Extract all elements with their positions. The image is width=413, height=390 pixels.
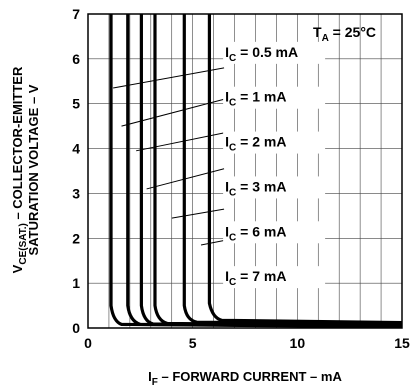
series-label-rest: = 6 mA <box>236 223 286 239</box>
series-label: IC = 7 mA <box>225 268 286 288</box>
y-tick-label: 4 <box>72 141 80 157</box>
y-tick-label: 6 <box>72 51 80 67</box>
series-label-main: I <box>225 223 229 239</box>
condition-label: TA = 25°C <box>313 24 376 44</box>
y-tick-label: 2 <box>72 230 80 246</box>
series-label: IC = 1 mA <box>225 89 286 109</box>
series-label-rest: = 1 mA <box>236 89 286 105</box>
leader-line <box>146 168 225 190</box>
x-tick-label: 15 <box>394 335 410 351</box>
x-axis-title: IF – FORWARD CURRENT – mA <box>148 369 342 388</box>
leader-line <box>113 67 225 89</box>
y-tick-label: 7 <box>72 6 80 22</box>
leader-line <box>136 132 225 152</box>
y-tick-label: 5 <box>72 96 80 112</box>
series-label-main: I <box>225 89 229 105</box>
series-label-rest: = 2 mA <box>236 134 286 150</box>
series-label: IC = 0.5 mA <box>225 44 298 64</box>
series-label-sub: C <box>229 187 236 198</box>
series-curves <box>109 14 403 329</box>
series-label-bg <box>223 131 326 154</box>
leader-line <box>121 98 225 127</box>
y-tick-label: 1 <box>72 275 80 291</box>
curve-1-mA <box>126 14 403 328</box>
series-label-sub: C <box>229 53 236 64</box>
leader-line <box>200 240 225 246</box>
series-label-rest: = 3 mA <box>236 178 286 194</box>
series-label: IC = 3 mA <box>225 178 286 198</box>
series-label: IC = 6 mA <box>225 223 286 243</box>
series-label-main: I <box>225 134 229 150</box>
series-label-sub: C <box>229 143 236 154</box>
series-label-bg <box>223 266 326 289</box>
x-tick-label: 5 <box>189 335 197 351</box>
series-label: IC = 2 mA <box>225 134 286 154</box>
series-label-sub: C <box>229 277 236 288</box>
series-label-bg <box>223 41 326 64</box>
x-tick-label: 10 <box>290 335 306 351</box>
plot-frame <box>87 13 403 329</box>
curve-3-mA <box>153 14 403 327</box>
curve-7-mA <box>207 14 403 325</box>
curve-2-mA <box>139 14 403 328</box>
series-label-sub: C <box>229 232 236 243</box>
series-label-rest: = 7 mA <box>236 268 286 284</box>
series-label-main: I <box>225 268 229 284</box>
series-label-main: I <box>225 178 229 194</box>
series-label-bg <box>223 221 326 244</box>
series-label-rest: = 0.5 mA <box>236 44 298 60</box>
label-leaders <box>113 67 225 246</box>
series-label-main: I <box>225 44 229 60</box>
tick-labels: 0 5 10 15 0 1 2 3 4 5 6 7 <box>72 6 410 351</box>
series-label-bg <box>223 86 326 109</box>
y-axis-title-line2: SATURATION VOLTAGE – V <box>26 84 41 255</box>
x-tick-label: 0 <box>84 335 92 351</box>
y-tick-label: 3 <box>72 185 80 201</box>
series-label-bg <box>223 176 326 199</box>
curve-0_5-mA <box>109 14 403 329</box>
leader-line <box>171 208 225 219</box>
curve-6-mA <box>182 14 403 326</box>
y-axis-title-line1: VCE(SAT.) – COLLECTOR-EMITTER <box>10 66 29 273</box>
series-label-sub: C <box>229 98 236 109</box>
y-tick-label: 0 <box>72 320 80 336</box>
